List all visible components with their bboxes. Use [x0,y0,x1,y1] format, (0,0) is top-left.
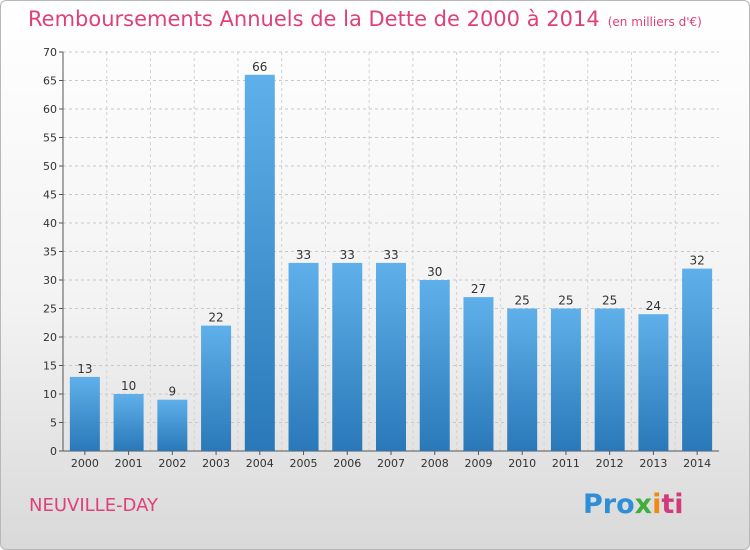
bar-2001 [113,394,144,451]
chart-title: Remboursements Annuels de la Dette de 20… [28,7,702,31]
y-tick-label: 55 [43,132,57,145]
data-label-2010: 25 [515,294,530,308]
bar-2000 [69,376,100,451]
x-tick-label-2008: 2008 [421,457,449,470]
bar-2014 [682,268,713,451]
x-tick-label-2006: 2006 [333,457,361,470]
bar-2002 [157,399,188,451]
x-tick-label-2007: 2007 [377,457,405,470]
chart-subtitle: (en milliers d'€) [607,15,702,29]
data-label-2009: 27 [471,282,486,296]
y-tick-label: 5 [50,417,57,430]
data-label-2012: 25 [602,294,617,308]
data-label-2007: 33 [383,248,398,262]
y-tick-label: 0 [50,445,57,458]
data-label-2011: 25 [558,294,573,308]
y-tick-label: 65 [43,75,57,88]
y-tick-label: 20 [43,331,57,344]
x-tick-label-2000: 2000 [71,457,99,470]
y-tick-label: 70 [43,46,57,59]
data-label-2008: 30 [427,265,442,279]
x-tick-label-2001: 2001 [115,457,143,470]
bar-2008 [419,280,450,451]
bar-2003 [201,325,232,451]
bar-2013 [638,314,669,451]
x-tick-label-2012: 2012 [596,457,624,470]
proxiti-logo: Proxiti [583,489,684,520]
data-label-2004: 66 [252,60,267,74]
x-tick-label-2010: 2010 [508,457,536,470]
bar-2011 [550,308,581,451]
y-tick-label: 10 [43,388,57,401]
x-tick-label-2003: 2003 [202,457,230,470]
data-label-2002: 9 [169,385,177,399]
x-tick-label-2013: 2013 [639,457,667,470]
y-tick-label: 45 [43,189,57,202]
y-tick-label: 15 [43,360,57,373]
data-label-2014: 32 [689,254,704,268]
bar-2009 [463,297,494,451]
data-label-2000: 13 [77,362,92,376]
bar-2004 [244,74,275,452]
bar-2006 [332,262,363,451]
bar-2012 [594,308,625,451]
y-tick-label: 30 [43,274,57,287]
bar-2010 [507,308,538,451]
x-tick-label-2009: 2009 [464,457,492,470]
data-label-2001: 10 [121,379,136,393]
bar-2007 [376,262,406,451]
x-tick-label-2014: 2014 [683,457,711,470]
y-tick-label: 50 [43,160,57,173]
y-tick-label: 35 [43,246,57,259]
y-tick-label: 60 [43,103,57,116]
x-tick-label-2002: 2002 [158,457,186,470]
data-label-2005: 33 [296,248,311,262]
x-tick-label-2004: 2004 [246,457,274,470]
x-tick-label-2005: 2005 [290,457,318,470]
bar-2005 [288,262,319,451]
x-tick-label-2011: 2011 [552,457,580,470]
data-label-2003: 22 [208,311,223,325]
data-label-2006: 33 [340,248,355,262]
y-tick-label: 25 [43,303,57,316]
city-name: NEUVILLE-DAY [29,495,159,516]
data-label-2013: 24 [646,299,661,313]
y-tick-label: 40 [43,217,57,230]
